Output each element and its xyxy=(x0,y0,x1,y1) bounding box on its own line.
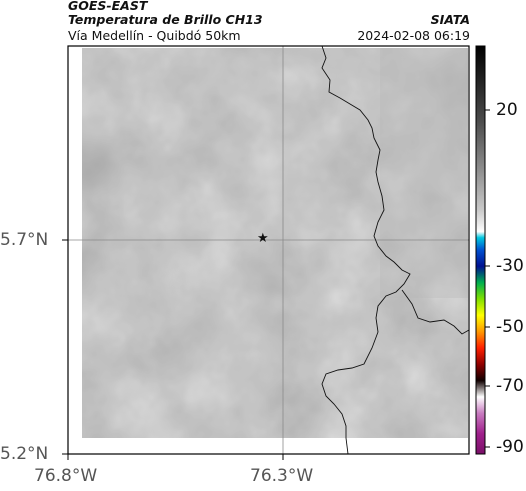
department-boundary xyxy=(321,45,411,455)
light-region xyxy=(380,48,468,298)
location-star-marker: ★ xyxy=(257,231,269,246)
lon-label-right: 76.3°W xyxy=(250,466,314,486)
product-title: Temperatura de Brillo CH13 xyxy=(68,12,263,27)
organization-label: SIATA xyxy=(430,12,470,27)
colorbar-label-minus70: -70 xyxy=(496,376,524,396)
lon-label-left: 76.8°W xyxy=(34,466,98,486)
satellite-name: GOES-EAST xyxy=(68,0,148,13)
brightness-field xyxy=(82,48,468,438)
lat-label-top: 5.7°N xyxy=(0,230,49,250)
colorbar-ramp xyxy=(475,45,486,455)
plot-frame xyxy=(67,45,470,455)
region-subtitle: Vía Medellín - Quibdó 50km xyxy=(68,28,241,43)
colorbar-label-minus90: -90 xyxy=(496,437,524,457)
colorbar-label-minus50: -50 xyxy=(496,317,524,337)
lat-label-bottom: 5.2°N xyxy=(0,444,49,464)
colorbar-label-minus30: -30 xyxy=(496,256,524,276)
department-boundary-branch xyxy=(401,289,470,335)
colorbar-label-20: 20 xyxy=(496,100,518,120)
datetime-label: 2024-02-08 06:19 xyxy=(357,28,470,43)
